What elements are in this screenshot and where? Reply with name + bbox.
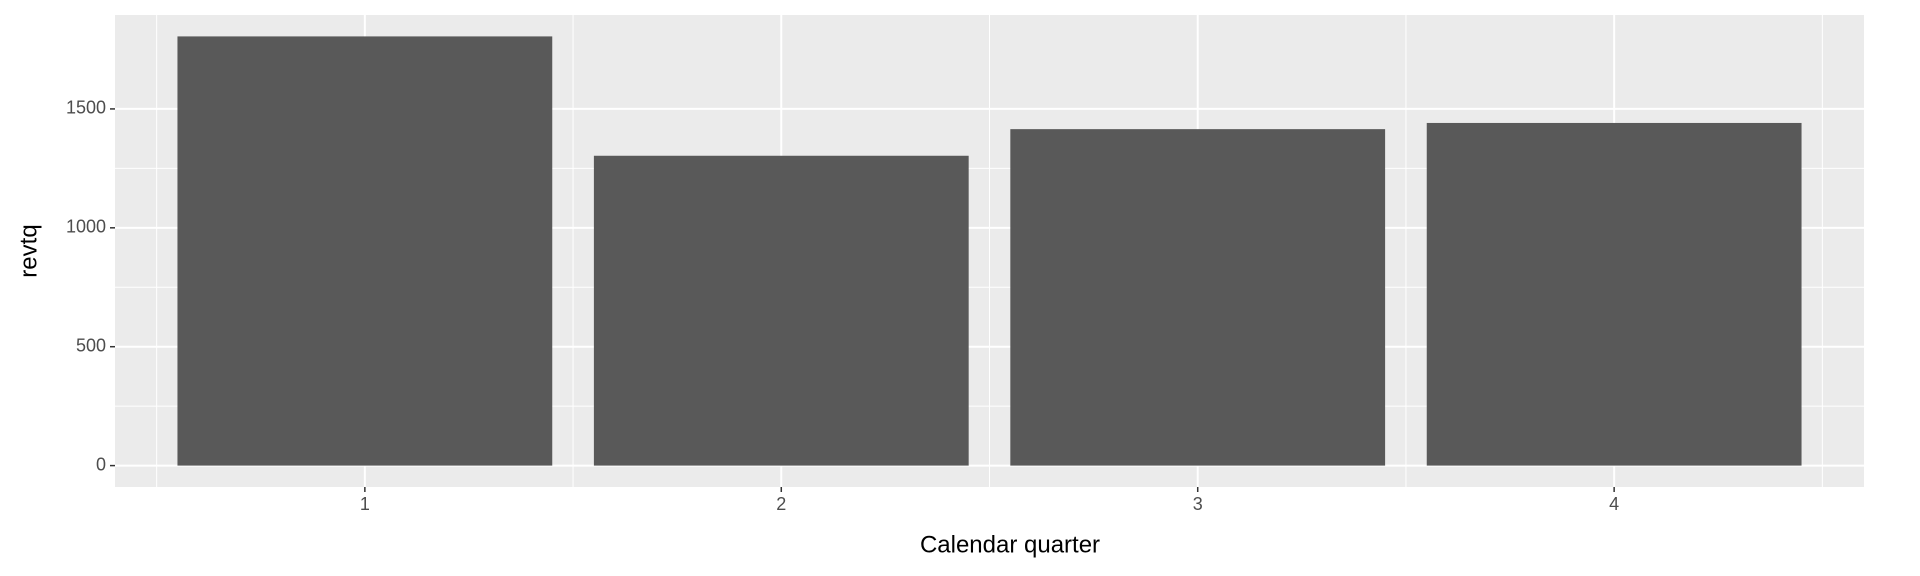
bar bbox=[177, 36, 553, 466]
x-axis-title: Calendar quarter bbox=[920, 531, 1100, 558]
y-tick-label: 1500 bbox=[66, 98, 106, 118]
bar bbox=[1010, 129, 1386, 466]
y-tick-label: 0 bbox=[96, 454, 106, 474]
bar bbox=[1426, 122, 1802, 466]
x-tick-label: 1 bbox=[360, 494, 370, 514]
y-tick-label: 1000 bbox=[66, 217, 106, 237]
x-tick-label: 4 bbox=[1609, 494, 1619, 514]
y-tick-label: 500 bbox=[76, 335, 106, 355]
bar bbox=[593, 155, 969, 466]
y-axis-title: revtq bbox=[15, 224, 42, 277]
x-tick-label: 3 bbox=[1193, 494, 1203, 514]
x-tick-label: 2 bbox=[776, 494, 786, 514]
